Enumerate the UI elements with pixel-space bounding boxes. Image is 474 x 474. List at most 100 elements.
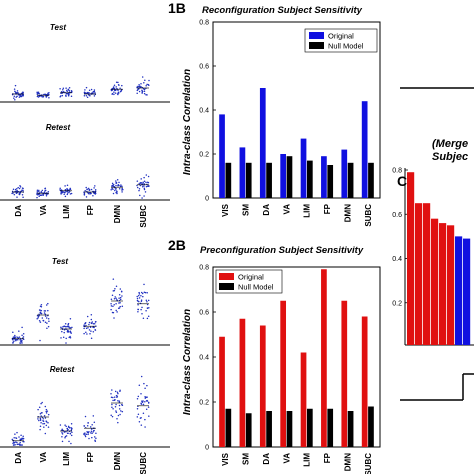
- scatter-point: [66, 193, 69, 196]
- scatter-point: [20, 438, 22, 441]
- scatter-points-test-top: [11, 76, 150, 101]
- scatter-point: [22, 189, 24, 192]
- scatter-point: [145, 185, 148, 188]
- scatter-point: [146, 292, 148, 294]
- scatter-point: [115, 181, 117, 184]
- scatter-point: [21, 337, 24, 339]
- scatter-point: [16, 90, 19, 92]
- scatter-point: [59, 189, 61, 191]
- scatter-point: [86, 333, 88, 335]
- scatter-point: [83, 91, 86, 94]
- scatter-point: [111, 389, 113, 391]
- scatter-point: [143, 382, 145, 385]
- scatter-point: [22, 196, 24, 199]
- scatter-point: [19, 338, 21, 341]
- scatter-point: [141, 312, 143, 315]
- scatter-point: [65, 190, 67, 193]
- x-tick-label-da: DA: [262, 204, 271, 216]
- scatter-point: [136, 184, 138, 187]
- scatter-point: [145, 299, 148, 302]
- scatter-point: [136, 92, 138, 94]
- scatter-category-va: VA: [39, 205, 48, 216]
- chart-title-1b: Reconfiguration Subject Sensitivity: [202, 5, 363, 16]
- scatter-point: [13, 193, 16, 196]
- scatter-point: [143, 188, 146, 191]
- y-axis-ticks-1b: 0 0.2 0.4 0.6 0.8: [199, 20, 216, 203]
- scatter-point: [37, 408, 39, 411]
- scatter-point: [69, 187, 71, 190]
- scatter-point: [117, 392, 119, 395]
- legend-swatch-original-2b: [219, 273, 234, 280]
- scatter-point: [144, 291, 147, 294]
- scatter-point: [93, 89, 96, 91]
- scatter-point: [114, 89, 117, 92]
- y-tick-label: 0.4: [199, 108, 209, 115]
- panel-label-1b: 1B: [168, 0, 186, 16]
- scatter-point: [117, 91, 120, 93]
- bar-null-dmn: [347, 162, 354, 198]
- scatter-point: [16, 431, 18, 434]
- scatter-point: [115, 297, 117, 299]
- scatter-point: [140, 300, 143, 303]
- scatter-point: [118, 302, 120, 304]
- scatter-point: [138, 384, 141, 387]
- scatter-point: [45, 408, 48, 411]
- scatter-point: [111, 294, 114, 297]
- scatter-point: [70, 426, 72, 429]
- scatter-point: [144, 397, 147, 399]
- scatter-point: [141, 197, 143, 199]
- scatter-point: [142, 295, 144, 298]
- chart-title-2b: Preconfiguration Subject Sensitivity: [200, 245, 364, 256]
- scatter-point: [70, 192, 73, 195]
- scatter-point: [111, 403, 113, 406]
- scatter-point: [140, 402, 142, 405]
- scatter-point: [19, 186, 22, 188]
- scatter-point: [145, 174, 148, 176]
- scatter-point: [112, 311, 115, 314]
- scatter-point: [90, 430, 93, 433]
- panel-1b: 1B Reconfiguration Subject Sensitivity I…: [168, 0, 381, 227]
- scatter-point: [146, 303, 149, 306]
- scatter-point: [111, 93, 113, 95]
- scatter-point: [21, 334, 23, 336]
- scatter-point: [85, 94, 88, 97]
- scatter-point: [67, 88, 70, 90]
- scatter-point: [20, 95, 23, 98]
- scatter-point: [112, 305, 114, 307]
- scatter-point: [88, 189, 91, 191]
- legend-label-null-1b: Null Model: [328, 42, 364, 51]
- scatter-point: [41, 317, 44, 319]
- scatter-point: [40, 191, 43, 193]
- scatter-point: [39, 413, 42, 415]
- x-tick-label-va: VA: [282, 204, 291, 215]
- scatter-point: [147, 175, 150, 178]
- scatter-point: [39, 311, 42, 313]
- scatter-point: [68, 440, 70, 443]
- scatter-point: [38, 313, 40, 316]
- scatter-point: [71, 431, 73, 434]
- scatter-point: [38, 193, 41, 195]
- scatter-point: [21, 342, 23, 344]
- scatter-point: [45, 304, 48, 306]
- scatter-point: [61, 428, 63, 431]
- scatter-point: [47, 318, 50, 320]
- scatter-point: [63, 431, 66, 433]
- scatter-point: [112, 399, 114, 402]
- scatter-point: [138, 293, 141, 295]
- scatter-point: [138, 291, 140, 294]
- panel-2b: 2B Preconfiguration Subject Sensitivity …: [168, 237, 381, 474]
- x-tick-label-da: DA: [262, 453, 271, 465]
- bar-original-dmn: [341, 149, 348, 198]
- scatter-point: [146, 83, 148, 86]
- scatter-point: [136, 299, 139, 302]
- scatter-point: [119, 302, 121, 304]
- scatter-point: [116, 311, 118, 313]
- scatter-point: [95, 437, 97, 440]
- scatter-point: [93, 90, 96, 93]
- scatter-point: [119, 185, 122, 188]
- scatter-point: [145, 310, 147, 312]
- scatter-point: [40, 421, 42, 424]
- scatter-point: [59, 187, 61, 189]
- scatter-point: [22, 435, 24, 438]
- scatter-point: [19, 94, 22, 97]
